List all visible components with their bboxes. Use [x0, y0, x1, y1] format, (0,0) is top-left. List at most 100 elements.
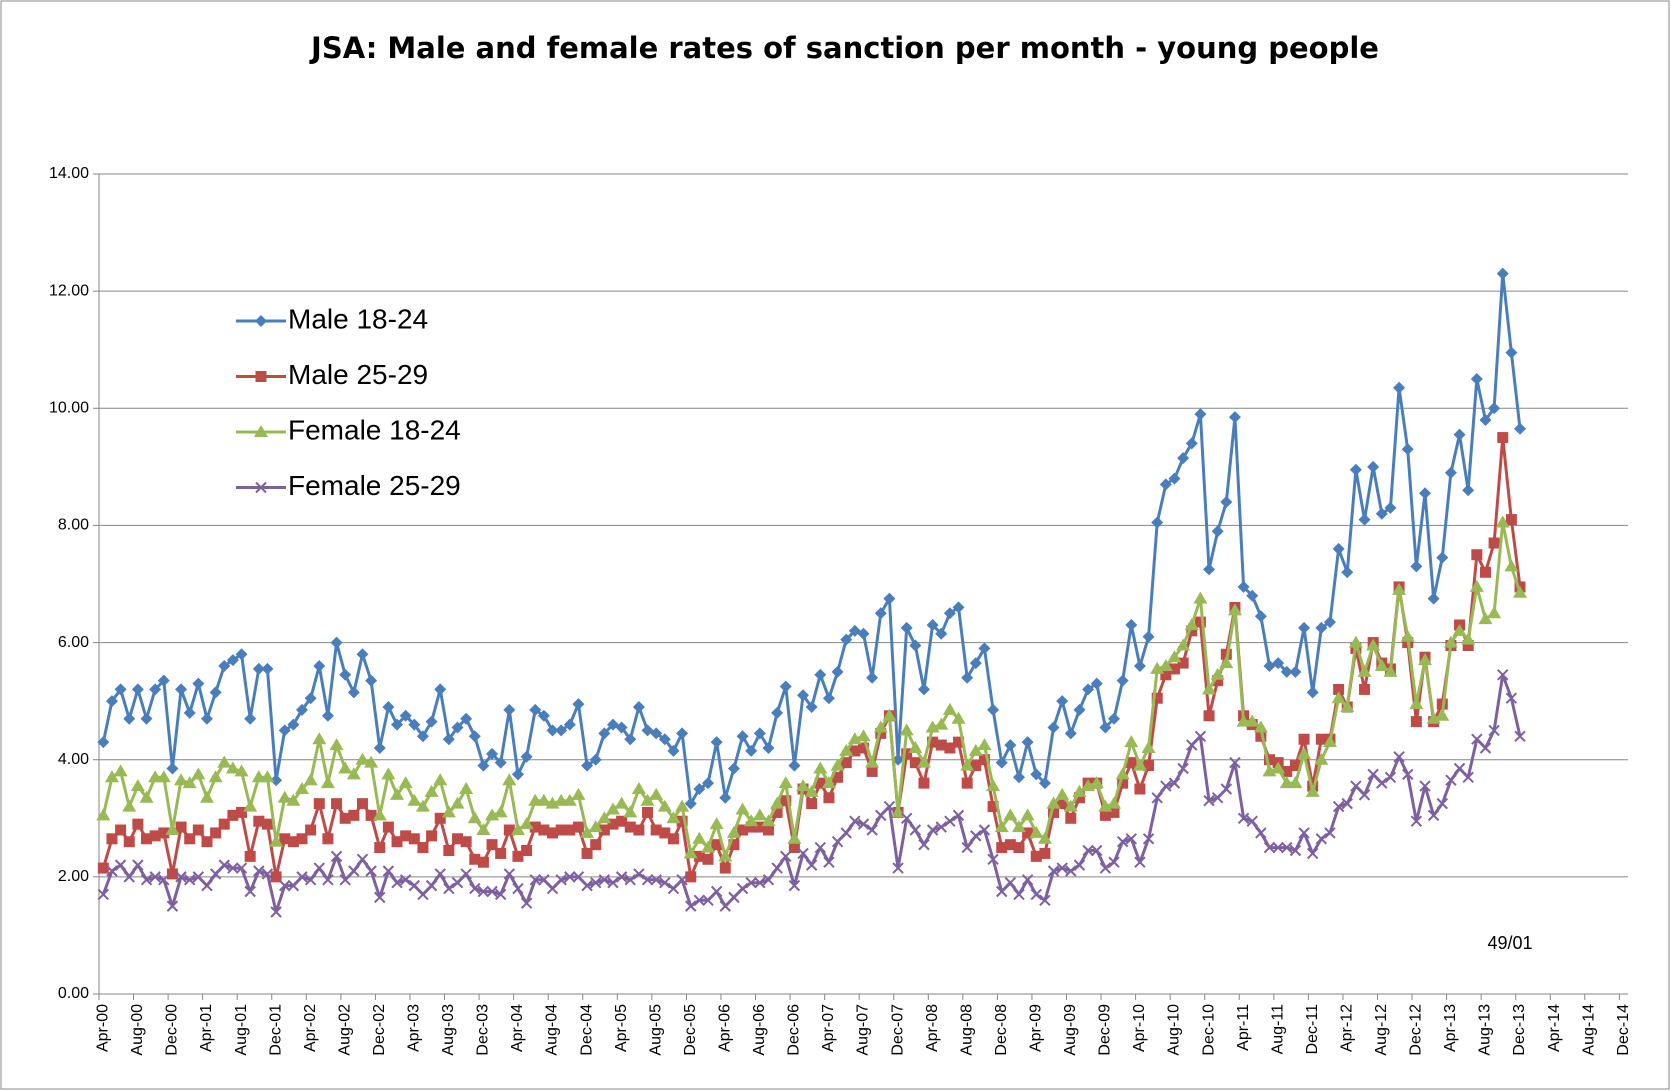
marker [718, 849, 733, 862]
marker [106, 865, 118, 877]
marker [892, 862, 904, 874]
marker [113, 764, 128, 777]
marker [520, 750, 533, 763]
marker [330, 636, 343, 649]
marker [1115, 767, 1130, 780]
marker [1445, 774, 1457, 786]
x-tick-label: Aug-12 [1373, 1004, 1390, 1056]
marker [633, 824, 645, 836]
marker [1453, 428, 1466, 441]
marker [1203, 795, 1215, 807]
marker [417, 842, 429, 854]
marker [728, 891, 740, 904]
marker [1220, 783, 1233, 795]
marker [1142, 630, 1155, 643]
marker [797, 689, 810, 702]
marker [1487, 606, 1502, 619]
marker [443, 882, 455, 895]
x-tick-label: Apr-05 [613, 1004, 630, 1052]
marker [926, 619, 939, 631]
marker [1349, 463, 1362, 476]
x-tick-label: Aug-02 [336, 1004, 353, 1056]
marker [123, 871, 135, 883]
marker [460, 836, 472, 848]
marker [658, 733, 671, 746]
marker [183, 706, 196, 719]
marker [1314, 752, 1329, 765]
marker [1089, 776, 1104, 789]
marker [1073, 703, 1086, 716]
marker [451, 833, 463, 845]
marker [555, 874, 567, 886]
marker [486, 885, 498, 898]
x-tick-label: Dec-08 [993, 1004, 1010, 1056]
marker [866, 824, 878, 836]
y-tick-label: 8.00 [58, 517, 89, 534]
marker [970, 760, 982, 772]
marker [614, 796, 629, 809]
marker [780, 795, 792, 807]
marker [96, 808, 111, 821]
marker [255, 371, 267, 382]
marker [529, 821, 541, 833]
marker [346, 767, 361, 780]
marker [476, 823, 491, 835]
marker [996, 885, 1008, 898]
marker [217, 755, 232, 768]
series [96, 515, 1528, 862]
marker [140, 712, 153, 725]
marker [208, 770, 223, 783]
marker [511, 768, 524, 781]
marker [174, 773, 189, 786]
marker [754, 821, 766, 833]
marker [1055, 787, 1070, 800]
marker [737, 824, 749, 836]
marker [469, 882, 481, 895]
marker [623, 805, 638, 818]
marker [140, 874, 153, 886]
marker [494, 888, 507, 901]
marker [1134, 783, 1146, 795]
marker [1011, 820, 1026, 833]
marker [555, 724, 568, 737]
marker [1315, 833, 1328, 845]
marker [158, 827, 170, 839]
marker [719, 791, 732, 804]
marker [1030, 850, 1042, 862]
marker [304, 874, 317, 886]
y-tick-label: 10.00 [49, 400, 89, 417]
marker [192, 824, 204, 836]
marker [762, 874, 775, 886]
marker [1158, 659, 1173, 671]
marker [830, 758, 845, 771]
marker [745, 821, 757, 833]
marker [1047, 865, 1060, 877]
marker [339, 812, 351, 824]
x-tick-label: Dec-14 [1615, 1004, 1632, 1056]
marker [1219, 656, 1234, 669]
marker [978, 824, 991, 836]
legend-label: Female 25-29 [288, 470, 461, 501]
marker [201, 836, 213, 848]
x-tick-label: Apr-03 [406, 1004, 423, 1052]
marker [1039, 847, 1051, 859]
marker [1029, 825, 1044, 838]
marker [1167, 650, 1182, 663]
marker [633, 868, 645, 880]
marker [408, 833, 420, 845]
marker [277, 790, 292, 803]
marker [857, 818, 870, 830]
x-tick-label: Dec-02 [371, 1004, 388, 1056]
marker [338, 761, 353, 774]
marker [771, 706, 784, 719]
marker [778, 776, 793, 789]
marker [1168, 472, 1181, 485]
marker [1004, 739, 1017, 752]
marker [1012, 771, 1025, 784]
marker [961, 841, 973, 854]
marker [382, 701, 395, 713]
marker [918, 838, 930, 851]
marker [1160, 669, 1172, 681]
x-tick-label: Dec-10 [1200, 1004, 1217, 1056]
marker [1064, 727, 1077, 740]
